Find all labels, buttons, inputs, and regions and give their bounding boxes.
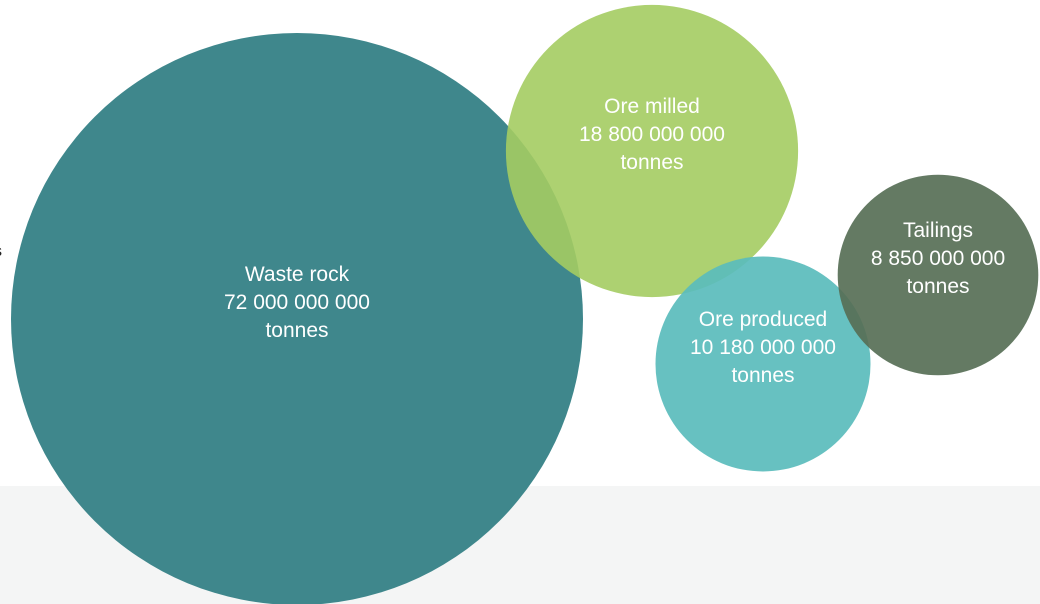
bubble-circle-ore-milled — [505, 4, 799, 298]
bubble-circle-waste-rock — [11, 33, 583, 604]
bubble-value-label: 18 800 000 000 — [579, 123, 725, 146]
bubble-ore-milled: Ore milled 18 800 000 000 tonnes — [505, 4, 799, 298]
bubble-unit-label: tonnes — [731, 364, 794, 387]
bubble-ore-produced: Ore produced 10 180 000 000 tonnes — [655, 256, 871, 472]
bubble-value-label: 8 850 000 000 — [871, 247, 1005, 270]
bubble-name-label: Ore produced — [699, 308, 827, 331]
bubble-circle-ore-produced — [655, 256, 871, 472]
bubble-tailings: Tailings 8 850 000 000 tonnes — [837, 174, 1039, 376]
bubble-circle-tailings — [837, 174, 1039, 376]
bubble-unit-label: tonnes — [906, 275, 969, 298]
bubble-unit-label: tonnes — [265, 319, 328, 342]
bubble-name-label: Ore milled — [604, 95, 700, 118]
bubble-waste-rock: Waste rock 72 000 000 000 tonnes — [11, 33, 583, 604]
bubble-name-label: Tailings — [903, 219, 973, 242]
bubble-name-label: Waste rock — [245, 263, 350, 286]
bubble-unit-label: tonnes — [620, 151, 683, 174]
clipped-label-fragment: s — [0, 244, 2, 260]
bubble-value-label: 10 180 000 000 — [690, 336, 836, 359]
bubble-value-label: 72 000 000 000 — [224, 291, 370, 314]
